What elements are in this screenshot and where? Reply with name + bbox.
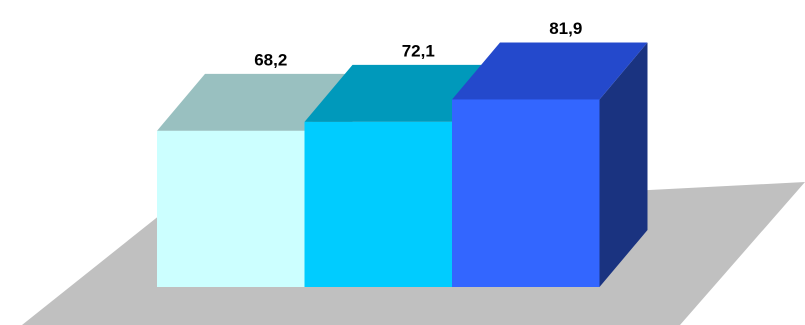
bar-side [599,42,648,287]
bar-front [304,121,452,288]
bar-top [157,73,353,131]
bar-front [452,99,600,287]
value-label: 72,1 [402,41,435,60]
value-label: 81,9 [549,19,582,38]
bar-front [157,130,305,287]
value-label: 68,2 [254,50,287,69]
bar-top [304,64,500,122]
bar-top [452,42,648,100]
